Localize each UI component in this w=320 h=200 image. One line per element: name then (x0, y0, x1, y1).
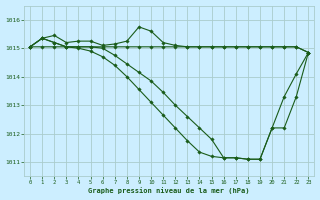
X-axis label: Graphe pression niveau de la mer (hPa): Graphe pression niveau de la mer (hPa) (89, 188, 250, 194)
